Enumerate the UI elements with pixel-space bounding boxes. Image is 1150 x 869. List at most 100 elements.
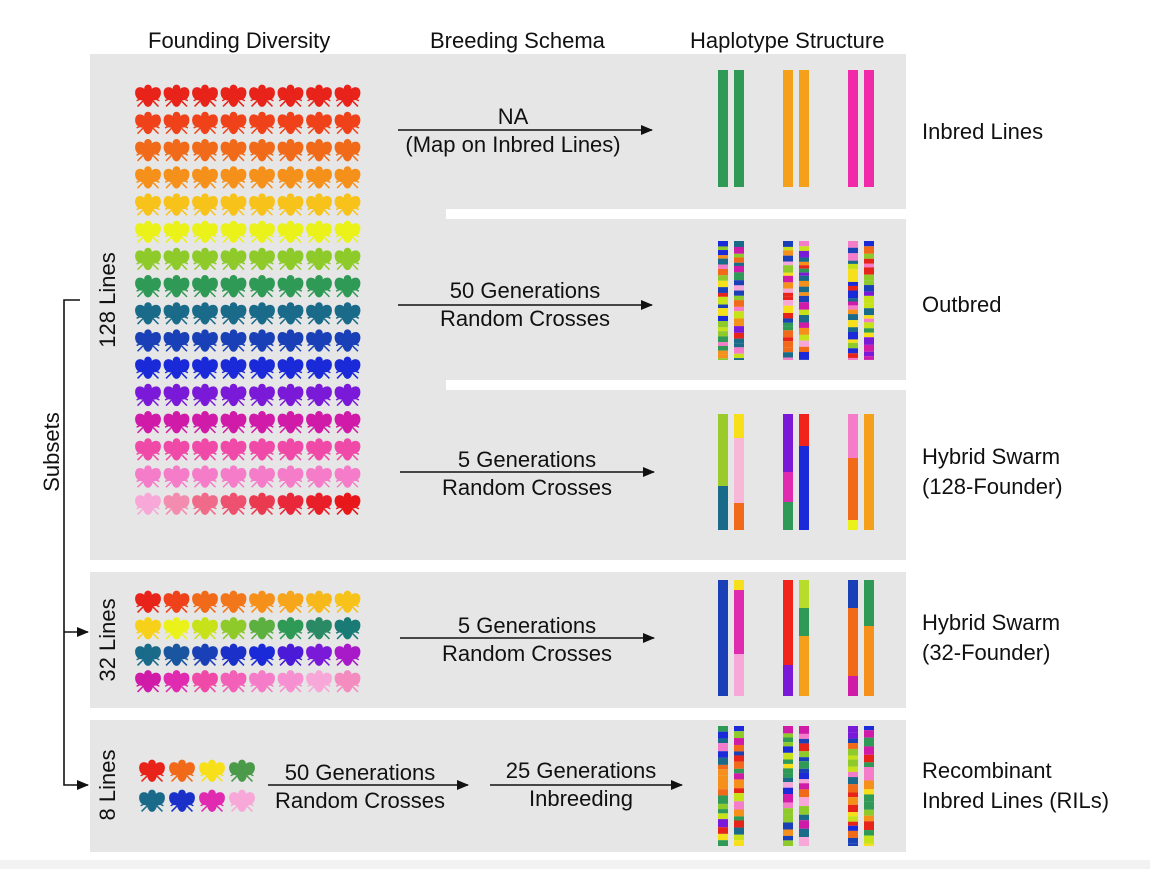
haplotype-segment <box>718 731 728 739</box>
fly-icon <box>220 356 247 380</box>
label-line: Hybrid Swarm <box>922 610 1061 635</box>
label-line: (128-Founder) <box>922 474 1063 499</box>
haplotype-segment <box>864 780 874 790</box>
fly-icon <box>277 111 304 135</box>
haplotype-segment <box>864 809 874 816</box>
haplotype-segment <box>734 580 744 590</box>
fly-icon <box>277 329 304 353</box>
haplotype-segment <box>718 775 728 783</box>
chromosome-bar <box>734 70 744 187</box>
haplotype-segment <box>848 348 858 354</box>
haplotype-segment <box>848 748 858 756</box>
haplotype-segment <box>799 295 809 303</box>
fly-icon <box>191 138 219 162</box>
fly-icon <box>334 356 361 380</box>
fly-icon <box>191 356 219 380</box>
fly-icon <box>163 138 190 162</box>
haplotype-segment <box>864 730 874 738</box>
haplotype-segment <box>734 827 744 835</box>
row-label-inbred: Inbred Lines <box>922 117 1043 147</box>
haplotype-segment <box>718 336 728 343</box>
haplotype-segment <box>799 257 809 262</box>
arrow-line-2: (Map on Inbred Lines) <box>405 132 621 157</box>
haplotype-segment <box>848 759 858 767</box>
fly-icon <box>277 643 304 667</box>
haplotype-segment <box>718 789 728 796</box>
fly-icon <box>220 329 247 353</box>
separator <box>446 209 906 219</box>
fly-icon <box>220 465 247 489</box>
haplotype-segment <box>864 246 874 254</box>
haplotype-segment <box>718 258 728 265</box>
haplotype-segment <box>718 345 728 351</box>
haplotype-segment <box>864 263 874 268</box>
fly-icon <box>220 437 247 461</box>
haplotype-segment <box>734 744 744 752</box>
fly-icon <box>220 669 247 693</box>
haplotype-segment <box>799 346 809 352</box>
haplotype-segment <box>783 250 793 256</box>
haplotype-segment <box>864 258 874 264</box>
arrow-label-inbred: NA (Map on Inbred Lines) <box>405 103 620 159</box>
fly-icon <box>198 789 226 813</box>
haplotype-segment <box>799 789 809 798</box>
fly-icon <box>334 492 361 516</box>
fly-icon <box>305 274 333 298</box>
haplotype-segment <box>718 315 728 322</box>
fly-icon <box>163 643 190 667</box>
fly-icon <box>305 220 333 244</box>
fly-icon <box>305 410 333 434</box>
haplotype-segment <box>783 357 793 360</box>
fly-icon <box>305 616 333 640</box>
haplotype-segment <box>734 731 744 739</box>
fly-icon <box>220 247 247 271</box>
haplotype-segment <box>864 241 874 247</box>
arrow-line-1: NA <box>497 104 529 129</box>
haplotype-segment <box>799 302 809 310</box>
haplotype-segment <box>783 763 793 769</box>
label-line: (32-Founder) <box>922 640 1051 665</box>
haplotype-segment <box>783 814 793 823</box>
fly-icon <box>248 410 276 434</box>
haplotype-segment <box>783 318 793 323</box>
fly-icon <box>305 329 333 353</box>
haplotype-segment <box>718 813 728 820</box>
haplotype-segment <box>848 414 858 458</box>
haplotype-segment <box>718 287 728 293</box>
haplotype-segment <box>848 816 858 822</box>
haplotype-segment <box>783 352 793 358</box>
haplotype-segment <box>864 315 874 319</box>
fly-icon <box>134 301 162 325</box>
haplotype-segment <box>718 321 728 328</box>
fly-icon <box>334 590 361 614</box>
haplotype-segment <box>864 580 874 626</box>
haplotype-segment <box>848 353 858 358</box>
arrow-line-2: Random Crosses <box>442 641 612 666</box>
fly-icon <box>163 247 190 271</box>
fly-icon <box>168 759 196 783</box>
label-line: Hybrid Swarm <box>922 444 1061 469</box>
fly-icon <box>191 383 219 407</box>
fly-icon <box>334 410 361 434</box>
haplotype-segment <box>734 761 744 769</box>
haplotype-segment <box>783 802 793 809</box>
header-founding-diversity: Founding Diversity <box>148 28 331 53</box>
haplotype-segment <box>848 253 858 261</box>
haplotype-segment <box>848 738 858 744</box>
fly-icon <box>334 437 361 461</box>
fly-icon <box>191 301 219 325</box>
fly-icon <box>228 759 256 783</box>
haplotype-segment <box>848 458 858 520</box>
haplotype-segment <box>799 779 809 784</box>
fly-icon <box>134 274 162 298</box>
founder-flies-32 <box>134 590 361 693</box>
fly-icon <box>191 465 219 489</box>
haplotype-segment <box>734 414 744 438</box>
haplotype-segment <box>783 330 793 338</box>
fly-icon <box>134 616 162 640</box>
haplotype-segment <box>799 327 809 335</box>
haplotype-segment <box>734 779 744 789</box>
fly-icon <box>305 84 333 108</box>
